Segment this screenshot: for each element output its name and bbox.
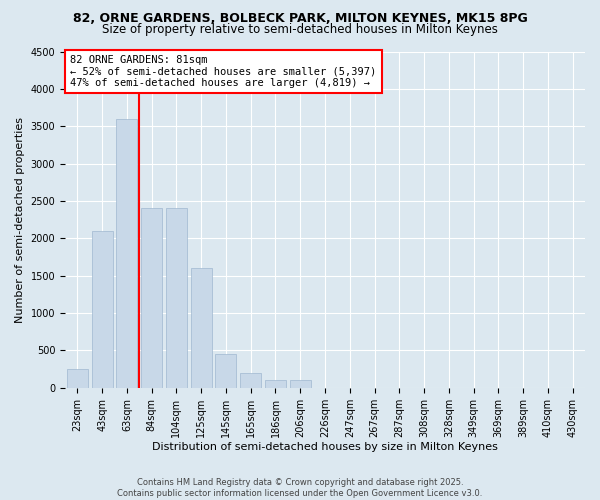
Y-axis label: Number of semi-detached properties: Number of semi-detached properties bbox=[15, 116, 25, 322]
Bar bbox=[166, 208, 187, 388]
Bar bbox=[290, 380, 311, 388]
Text: Contains HM Land Registry data © Crown copyright and database right 2025.
Contai: Contains HM Land Registry data © Crown c… bbox=[118, 478, 482, 498]
Text: 82, ORNE GARDENS, BOLBECK PARK, MILTON KEYNES, MK15 8PG: 82, ORNE GARDENS, BOLBECK PARK, MILTON K… bbox=[73, 12, 527, 26]
Bar bbox=[191, 268, 212, 388]
Bar bbox=[215, 354, 236, 388]
Bar bbox=[265, 380, 286, 388]
Bar bbox=[92, 231, 113, 388]
X-axis label: Distribution of semi-detached houses by size in Milton Keynes: Distribution of semi-detached houses by … bbox=[152, 442, 498, 452]
Text: 82 ORNE GARDENS: 81sqm
← 52% of semi-detached houses are smaller (5,397)
47% of : 82 ORNE GARDENS: 81sqm ← 52% of semi-det… bbox=[70, 55, 376, 88]
Bar bbox=[240, 373, 261, 388]
Bar bbox=[116, 119, 137, 388]
Bar bbox=[141, 208, 162, 388]
Text: Size of property relative to semi-detached houses in Milton Keynes: Size of property relative to semi-detach… bbox=[102, 22, 498, 36]
Bar bbox=[67, 369, 88, 388]
